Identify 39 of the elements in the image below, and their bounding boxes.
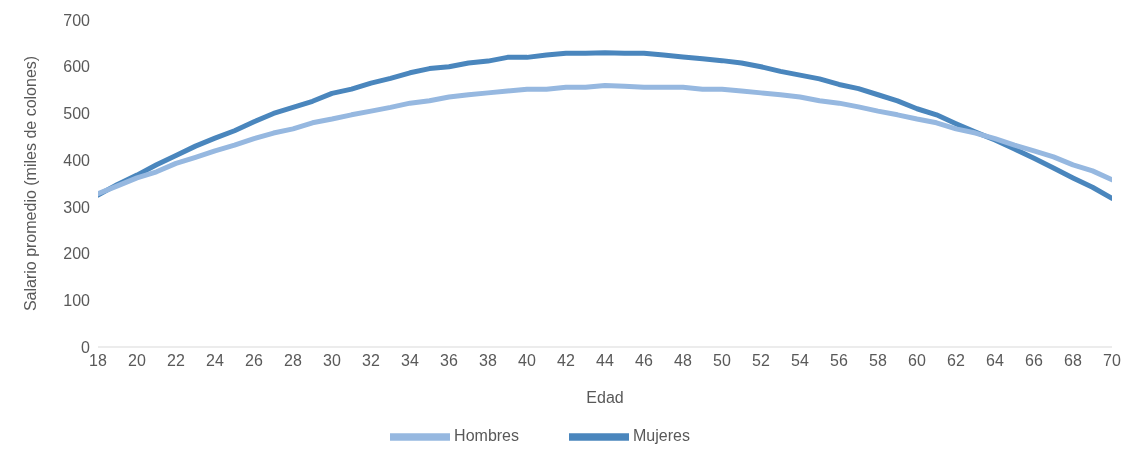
x-tick-label: 52 [752, 352, 770, 370]
x-tick-label: 48 [674, 352, 692, 370]
x-tick-label: 44 [596, 352, 614, 370]
y-tick-label: 700 [63, 11, 91, 29]
x-tick-label: 50 [713, 352, 731, 370]
x-tick-label: 68 [1064, 352, 1082, 370]
x-tick-label: 38 [479, 352, 497, 370]
x-tick-label: 58 [869, 352, 887, 370]
x-tick-label: 32 [362, 352, 380, 370]
x-tick-label: 62 [947, 352, 965, 370]
x-tick-label: 60 [908, 352, 926, 370]
x-axis-title: Edad [586, 389, 624, 406]
legend-label: Mujeres [633, 427, 690, 445]
y-tick-label: 200 [63, 245, 91, 263]
x-tick-label: 64 [986, 352, 1004, 370]
y-tick-label: 100 [63, 291, 91, 309]
y-tick-label: 400 [63, 151, 91, 169]
x-tick-label: 40 [518, 352, 536, 370]
x-tick-label: 46 [635, 352, 653, 370]
x-tick-label: 26 [245, 352, 263, 370]
x-tick-label: 56 [830, 352, 848, 370]
x-tick-label: 42 [557, 352, 575, 370]
x-tick-label: 34 [401, 352, 419, 370]
x-tick-label: 70 [1103, 352, 1121, 370]
y-tick-label: 500 [63, 105, 91, 123]
y-tick-label: 300 [63, 198, 91, 216]
x-tick-label: 30 [323, 352, 341, 370]
x-tick-label: 20 [128, 352, 146, 370]
x-tick-label: 54 [791, 352, 809, 370]
x-tick-label: 28 [284, 352, 302, 370]
x-tick-label: 24 [206, 352, 224, 370]
x-tick-label: 66 [1025, 352, 1043, 370]
legend-label: Hombres [454, 427, 519, 445]
y-tick-label: 600 [63, 58, 91, 76]
y-tick-label: 0 [81, 338, 91, 356]
x-tick-label: 18 [89, 352, 107, 370]
y-axis-title: Salario promedio (miles de colones) [21, 55, 39, 312]
x-tick-label: 36 [440, 352, 458, 370]
x-tick-label: 22 [167, 352, 185, 370]
